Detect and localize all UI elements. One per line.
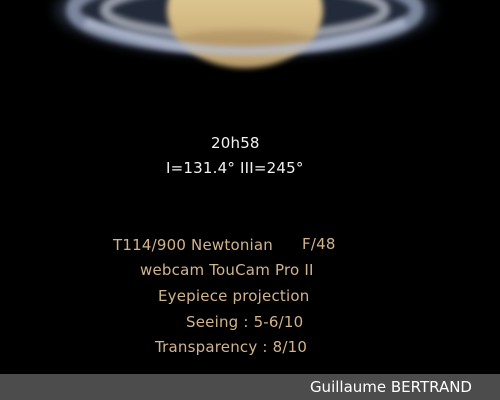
saturn-belt	[175, 30, 315, 50]
focal-ratio-label: F/48	[302, 235, 336, 253]
central-meridians: I=131.4° III=245°	[166, 159, 304, 177]
author-credit: Guillaume BERTRAND	[309, 378, 472, 396]
seeing-label: Seeing : 5-6/10	[186, 313, 304, 331]
saturn-ring-front-arc	[83, 17, 407, 56]
method-label: Eyepiece projection	[158, 287, 310, 305]
telescope-label: T114/900 Newtonian	[113, 236, 273, 254]
camera-label: webcam TouCam Pro II	[140, 261, 314, 279]
observation-time: 20h58	[211, 134, 260, 152]
transparency-label: Transparency : 8/10	[155, 338, 308, 356]
saturn-image	[55, 0, 435, 68]
footer-bar: Guillaume BERTRAND	[0, 374, 500, 400]
